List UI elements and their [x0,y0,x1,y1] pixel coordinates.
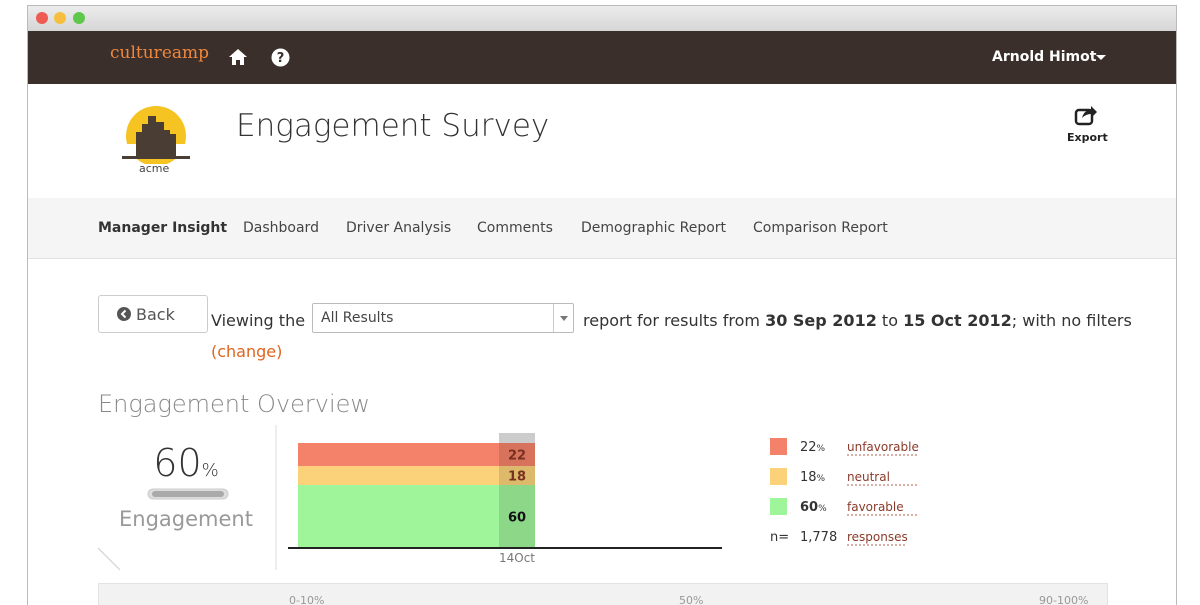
x-tick-label: 14Oct [499,551,535,565]
legend-value: 18% [800,470,826,485]
segment-label: 60 [508,511,526,526]
filter-text: Viewing the [211,311,306,330]
filter-text: report for results from 30 Sep 2012 to 1… [583,311,1132,330]
column-highlight [499,433,535,443]
legend-swatch [770,498,787,515]
caret [1096,55,1106,60]
legend-value: 60% [800,500,827,515]
legend-number: 18 [800,470,817,485]
responses-label: responses [847,530,908,544]
score-bar-fill [152,491,224,497]
tab[interactable]: Demographic Report [581,220,727,236]
engagement-score: 60% [153,441,218,485]
select-arrow [553,304,574,332]
score-unit: % [202,460,219,481]
help-icon[interactable]: ? [271,48,290,67]
legend-unit: % [817,444,826,454]
column-segment [499,485,535,548]
tab[interactable]: Dashboard [243,220,319,236]
select-value: All Results [321,310,394,326]
legend-value: 22% [800,440,826,455]
info-line [97,547,121,571]
legend-number: 22 [800,440,817,455]
responses-prefix: n= [770,530,789,545]
responses-count: 1,778 [800,530,837,545]
legend-label: favorable [847,500,904,514]
column-segment [499,466,535,485]
minimize-button[interactable] [54,12,66,24]
legend-swatch [770,468,787,485]
home-icon[interactable] [228,48,248,66]
legend-label: neutral [847,470,890,484]
legend-label: unfavorable [847,440,919,454]
close-button[interactable] [36,12,48,24]
svg-text:?: ? [277,51,285,66]
top-bar: cultureamp ? Arnold Himot [28,31,1176,84]
legend-number: 60 [800,500,818,515]
tab-bar: Manager Insight Dashboard Driver Analysi… [28,198,1176,259]
area-segment [298,443,499,467]
tab[interactable]: Manager Insight [98,220,228,236]
change-link[interactable]: (change) [211,342,283,361]
back-icon [117,307,131,321]
browser-window: cultureamp ? Arnold Himot acme Engagemen… [27,5,1177,605]
filter-text: ; with no filters [1011,311,1132,330]
export-label[interactable]: Export [1067,131,1108,144]
segment-label: 18 [508,470,526,485]
area-segment [298,485,499,548]
legend-unit: % [818,504,827,514]
back-button[interactable]: Back [98,295,208,333]
tab[interactable]: Comparison Report [753,220,888,236]
tab[interactable]: Driver Analysis [346,220,452,236]
legend-unit: % [817,474,826,484]
brand[interactable]: cultureamp [110,43,210,63]
export-icon[interactable] [1074,104,1098,126]
date-to: 15 Oct 2012 [903,311,1012,330]
column-segment [499,443,535,467]
score-label: Engagement [119,507,253,531]
legend-swatch [770,438,787,455]
acme-logo [122,106,190,164]
window-chrome [28,6,1176,31]
area-segment [298,466,499,485]
user-menu[interactable]: Arnold Himot [992,49,1097,65]
page-title: Engagement Survey [236,108,550,144]
tab[interactable]: Comments [477,220,553,236]
back-label: Back [136,305,175,324]
filter-text: report for results from [583,311,760,330]
zoom-button[interactable] [73,12,85,24]
section-title: Engagement Overview [98,390,371,418]
filter-text: to [881,311,898,330]
results-select[interactable]: All Results [312,303,574,333]
segment-label: 22 [508,449,526,464]
logo-text: acme [139,162,170,175]
date-from: 30 Sep 2012 [765,311,877,330]
score-value: 60 [153,441,201,485]
